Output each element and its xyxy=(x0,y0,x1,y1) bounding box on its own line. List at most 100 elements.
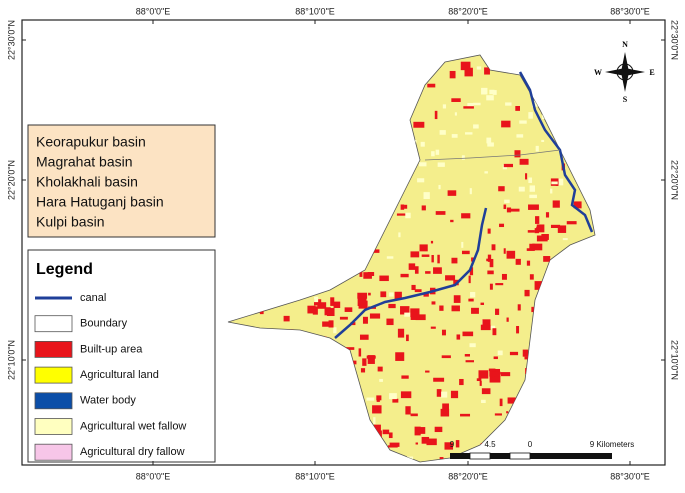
built-up-patch xyxy=(441,329,446,336)
legend-swatch xyxy=(34,340,73,358)
legend-swatch xyxy=(34,418,73,435)
built-up-patch xyxy=(464,354,471,357)
built-up-patch xyxy=(519,158,529,165)
scale-label: 9 Kilometers xyxy=(590,440,634,449)
built-up-patch xyxy=(400,306,410,315)
longitude-label: 88°30'0"E xyxy=(610,6,650,16)
fallow-patch xyxy=(467,102,474,109)
built-up-patch xyxy=(469,267,474,276)
fallow-patch xyxy=(486,137,492,144)
latitude-label: 22°10'0"N xyxy=(670,340,680,380)
built-up-patch xyxy=(415,314,426,321)
built-up-patch xyxy=(480,302,485,305)
built-up-patch xyxy=(377,366,383,372)
built-up-patch xyxy=(410,413,418,417)
built-up-patch xyxy=(503,163,514,168)
built-up-patch xyxy=(400,273,409,278)
compass-star xyxy=(605,52,645,92)
fallow-patch xyxy=(497,350,503,356)
built-up-patch xyxy=(421,205,426,211)
legend-swatch xyxy=(34,392,73,410)
built-up-patch xyxy=(363,272,372,279)
built-up-patch xyxy=(506,317,509,322)
built-up-patch xyxy=(326,308,335,317)
built-up-patch xyxy=(372,405,382,414)
scale-bar xyxy=(450,452,612,460)
built-up-patch xyxy=(427,83,436,88)
built-up-patch xyxy=(437,254,440,264)
built-up-patch xyxy=(484,67,490,75)
fallow-patch xyxy=(476,66,482,70)
fallow-patch xyxy=(489,89,495,95)
built-up-patch xyxy=(400,204,405,210)
built-up-patch xyxy=(339,316,348,320)
built-up-patch xyxy=(369,249,380,253)
fallow-patch xyxy=(535,145,539,152)
built-up-patch xyxy=(481,388,491,395)
built-up-patch xyxy=(388,432,393,439)
fallow-patch xyxy=(528,112,533,119)
built-up-patch xyxy=(451,98,461,102)
built-up-patch xyxy=(397,328,405,338)
latitude-label: 22°10'0"N xyxy=(6,340,16,380)
built-up-patch xyxy=(382,429,390,435)
fallow-patch xyxy=(470,291,476,298)
built-up-patch xyxy=(545,212,550,218)
built-up-patch xyxy=(344,307,353,312)
built-up-patch xyxy=(431,301,436,305)
scale-segment xyxy=(469,452,491,460)
scale-segment xyxy=(509,452,531,460)
built-up-patch xyxy=(450,219,454,223)
built-up-patch xyxy=(333,301,341,308)
basin-name: Hara Hatuganj basin xyxy=(36,194,164,210)
built-up-patch xyxy=(360,368,366,373)
legend-label: Agricultural dry fallow xyxy=(80,446,185,458)
built-up-patch xyxy=(445,275,456,281)
fallow-patch xyxy=(417,178,425,183)
built-up-patch xyxy=(462,331,474,337)
built-up-patch xyxy=(425,271,431,274)
fallow-patch xyxy=(386,256,394,259)
fallow-patch xyxy=(441,391,448,398)
built-up-patch xyxy=(522,349,529,357)
built-up-patch xyxy=(434,426,443,433)
built-up-patch xyxy=(414,266,419,274)
built-up-patch xyxy=(499,398,503,407)
built-up-patch xyxy=(447,190,457,196)
built-up-patch xyxy=(283,315,290,322)
built-up-patch xyxy=(376,399,380,402)
fallow-patch xyxy=(486,95,494,101)
built-up-patch xyxy=(453,295,461,303)
built-up-patch xyxy=(503,248,506,254)
built-up-patch xyxy=(389,442,400,447)
built-up-patch xyxy=(514,150,521,158)
fallow-patch xyxy=(442,104,447,109)
legend-label: Built-up area xyxy=(80,343,143,355)
scale-label: 4.5 xyxy=(484,440,496,449)
fallow-patch xyxy=(405,212,411,219)
built-up-patch xyxy=(425,370,430,373)
fallow-patch xyxy=(473,102,481,106)
built-up-patch xyxy=(415,427,426,434)
fallow-patch xyxy=(451,134,458,138)
fallow-patch xyxy=(541,139,545,143)
built-up-patch xyxy=(515,105,520,111)
built-up-patch xyxy=(380,291,387,298)
built-up-patch xyxy=(516,325,520,334)
built-up-patch xyxy=(414,289,422,293)
fallow-patch xyxy=(437,162,445,167)
built-up-patch xyxy=(468,275,471,284)
built-up-patch xyxy=(411,284,416,291)
built-up-patch xyxy=(455,440,460,448)
legend-label: Water body xyxy=(80,395,136,407)
built-up-patch xyxy=(379,275,389,282)
built-up-patch xyxy=(396,213,408,216)
built-up-patch xyxy=(401,375,409,379)
built-up-patch xyxy=(430,240,434,244)
fallow-patch xyxy=(379,378,383,382)
built-up-patch xyxy=(464,67,473,77)
built-up-patch xyxy=(439,305,444,311)
built-up-patch xyxy=(506,411,509,414)
scale-segment xyxy=(530,453,612,459)
built-up-patch xyxy=(529,243,535,250)
